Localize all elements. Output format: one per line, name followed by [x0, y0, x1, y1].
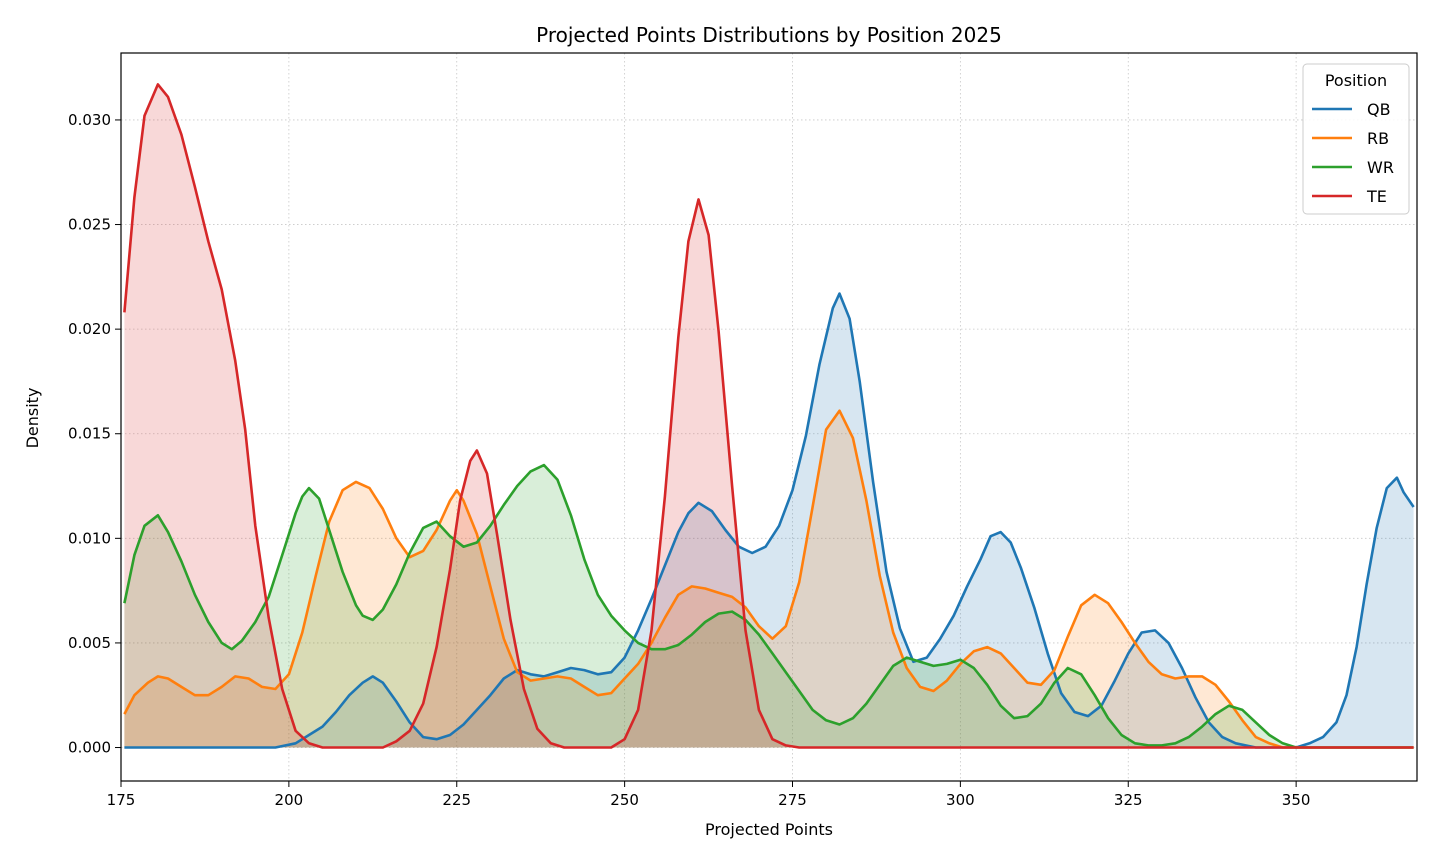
wr-area — [124, 465, 1414, 748]
y-tick-label: 0.000 — [68, 739, 111, 757]
y-tick-label: 0.015 — [68, 425, 111, 443]
y-tick-label: 0.030 — [68, 111, 111, 129]
series-lines — [123, 83, 1415, 749]
x-tick-label: 300 — [946, 791, 975, 809]
x-axis-label: Projected Points — [705, 820, 833, 839]
legend-title: Position — [1325, 71, 1387, 90]
legend-label-te: TE — [1366, 187, 1387, 206]
x-tick-label: 350 — [1282, 791, 1311, 809]
x-tick-label: 275 — [778, 791, 807, 809]
legend-label-rb: RB — [1367, 129, 1389, 148]
plot-frame — [120, 52, 1418, 782]
qb-area — [124, 293, 1414, 748]
y-tick-label: 0.025 — [68, 216, 111, 234]
wr-line — [123, 463, 1414, 749]
legend-box — [1302, 63, 1410, 215]
x-tick-label: 225 — [442, 791, 471, 809]
legend-label-wr: WR — [1367, 158, 1394, 177]
qb-line — [124, 292, 1415, 749]
legend-label-qb: QB — [1367, 100, 1391, 119]
x-tick-label: 175 — [107, 791, 136, 809]
y-axis-label: Density — [23, 388, 42, 449]
x-tick-label: 325 — [1114, 791, 1143, 809]
rb-area — [124, 410, 1414, 748]
y-axis-ticks: 0.000 0.005 0.010 0.015 0.020 0.025 0.030 — [68, 111, 121, 757]
rb-line — [123, 409, 1414, 749]
chart-title: Projected Points Distributions by Positi… — [536, 23, 1002, 47]
y-tick-label: 0.020 — [68, 320, 111, 338]
te-line — [123, 83, 1414, 749]
x-tick-label: 200 — [275, 791, 304, 809]
y-tick-label: 0.010 — [68, 529, 111, 547]
legend: Position QB RB WR TE — [1302, 63, 1410, 215]
y-tick-label: 0.005 — [68, 634, 111, 652]
x-axis-ticks: 175 200 225 250 275 300 325 350 — [107, 781, 1311, 809]
x-tick-label: 250 — [610, 791, 639, 809]
